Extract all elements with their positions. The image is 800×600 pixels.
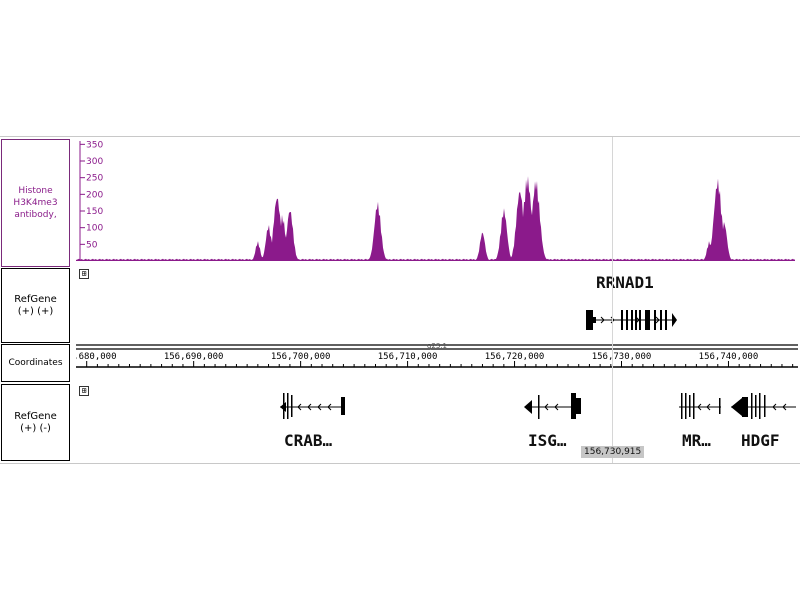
refgene-minus-track[interactable]: ⊞ [76,383,798,461]
coordinate-tick-label: 156,740,000 [699,352,759,362]
coordinates-track[interactable]: q23.1 156,680,000 156,690,000 156,700,000 1… [76,343,798,383]
track-label-line: antibody, [14,210,57,220]
cytoband-label: q23.1 [427,343,447,350]
gene-label-isg[interactable]: ISG… [528,431,567,450]
track-drag-handle[interactable] [70,344,75,380]
coordinate-ruler: q23.1 156,680,000 156,690,000 156,700,000 1… [76,343,798,368]
y-tick-label: 300 [86,157,103,167]
track-label-line: Histone [18,186,53,196]
gene-label-crab[interactable]: CRAB… [284,431,333,450]
track-label-line: Coordinates [8,358,63,368]
gene-label-hdgf[interactable]: HDGF [741,431,780,450]
gene-models-minus[interactable] [76,383,798,461]
cursor-position-badge: 156,730,915 [581,446,645,458]
expand-toggle-icon[interactable]: ⊞ [79,386,89,396]
histone-signal-plot: 350 300 250 200 150 100 50 [76,140,795,261]
coordinate-tick-label: 156,710,000 [378,352,438,362]
gene-model-crab[interactable] [280,393,345,419]
gene-model-isg[interactable] [524,393,581,419]
track-drag-handle[interactable] [70,384,75,459]
expand-toggle-icon[interactable]: ⊞ [79,269,89,279]
coordinate-tick-label: 156,680,000 [76,352,117,362]
refgene-plus-track[interactable]: ⊞ RRNAD1 [76,267,798,343]
gene-model-hdgf[interactable] [731,393,796,419]
y-tick-label: 100 [86,224,103,234]
track-label-refgene-minus[interactable]: RefGene (+) (-) [1,384,70,461]
track-label-line: (+) (+) [17,305,54,317]
track-label-line: (+) (-) [20,422,51,434]
track-label-histone[interactable]: Histone H3K4me3 antibody, [1,139,70,267]
coordinate-tick-label: 156,690,000 [164,352,224,362]
track-label-refgene-plus[interactable]: RefGene (+) (+) [1,268,70,343]
y-tick-label: 150 [86,207,103,217]
track-drag-handle[interactable] [70,268,75,341]
y-tick-label: 350 [86,140,103,150]
y-tick-label: 200 [86,190,103,200]
track-label-coordinates[interactable]: Coordinates [1,344,70,382]
gene-label-mr[interactable]: MR… [682,431,711,450]
gene-model-mr[interactable] [679,393,721,419]
track-label-line: RefGene [14,293,57,305]
y-tick-label: 50 [86,240,98,250]
y-tick-label: 250 [86,174,103,184]
coordinate-tick-label: 156,720,000 [485,352,545,362]
track-drag-handle[interactable] [70,139,75,265]
coordinate-tick-label: 156,700,000 [271,352,331,362]
histone-signal-track[interactable]: 350 300 250 200 150 100 50 [76,137,798,267]
gene-model-rrnad1[interactable] [76,267,798,343]
cursor-line [612,137,613,463]
signal-area [76,176,795,261]
track-label-line: RefGene [14,410,57,422]
gene-label-rrnad1[interactable]: RRNAD1 [596,273,654,292]
coordinate-tick-label: 156,730,000 [592,352,652,362]
track-label-line: H3K4me3 [13,198,58,208]
genome-browser: Histone H3K4me3 antibody, 350 300 250 200 15… [0,136,800,464]
